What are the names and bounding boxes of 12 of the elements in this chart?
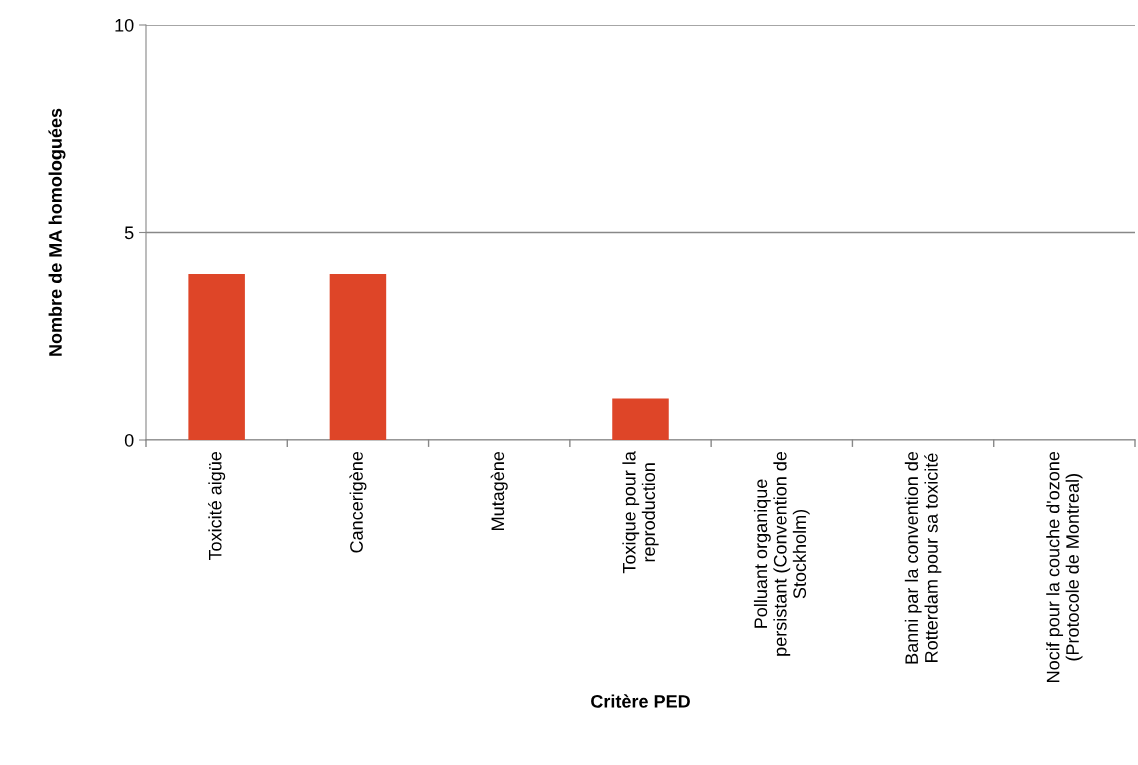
y-tick-label: 5 xyxy=(124,226,134,240)
x-axis-title: Critère PED xyxy=(591,694,690,708)
y-tick-label: 10 xyxy=(115,18,134,32)
x-tick-label: Toxicité aigüe xyxy=(208,451,226,561)
x-tick-label: Toxique pour la reproduction xyxy=(622,451,659,574)
y-tick-label: 0 xyxy=(124,433,134,447)
x-tick-label: Nocif pour la couche d'ozone (Protocole de Montreal) xyxy=(1046,451,1083,682)
y-axis-title: Nombre de MA homologuées xyxy=(48,108,66,356)
x-tick-label: Mutagène xyxy=(490,451,508,530)
x-tick-label: Banni par la convention de Rotterdam pour sa toxicité xyxy=(904,451,942,664)
x-tick-label: Cancerigène xyxy=(349,451,367,553)
x-tick-label: Polluant organique persistant (Convention de Stockholm) xyxy=(753,451,810,656)
